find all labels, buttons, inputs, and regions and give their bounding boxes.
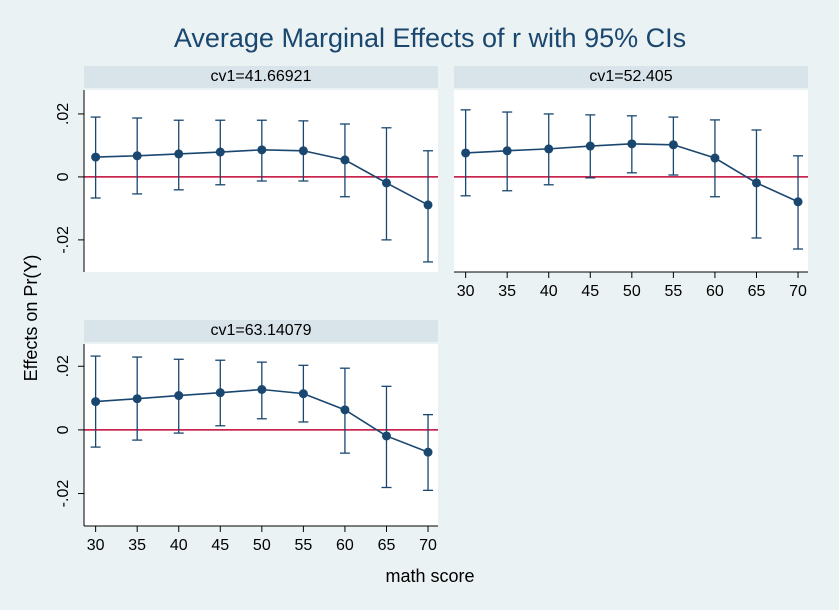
x-tick-label: 35 xyxy=(498,283,516,300)
point xyxy=(257,385,267,394)
point xyxy=(710,153,720,163)
plot-area xyxy=(454,90,808,272)
y-tick-label: 0 xyxy=(55,172,72,181)
x-tick-label: 60 xyxy=(706,283,724,300)
x-tick-label: 70 xyxy=(419,537,437,554)
panel-title: cv1=63.14079 xyxy=(211,322,312,339)
point xyxy=(502,146,512,156)
x-tick-label: 65 xyxy=(748,283,766,300)
x-tick-label: 45 xyxy=(211,537,229,554)
x-tick-label: 40 xyxy=(170,537,188,554)
x-axis-label: math score xyxy=(385,566,474,586)
panel-header xyxy=(454,66,808,88)
point xyxy=(381,431,391,441)
x-tick-label: 55 xyxy=(664,283,682,300)
point xyxy=(298,389,308,399)
point xyxy=(627,139,637,149)
x-tick-label: 70 xyxy=(789,283,807,300)
point xyxy=(298,146,308,156)
point xyxy=(381,178,391,188)
x-tick-label: 65 xyxy=(378,537,396,554)
x-tick-label: 60 xyxy=(336,537,354,554)
panel-title: cv1=41.66921 xyxy=(211,68,312,85)
point xyxy=(215,388,225,398)
point xyxy=(174,391,184,401)
chart-title: Average Marginal Effects of r with 95% C… xyxy=(174,23,686,53)
point xyxy=(423,447,433,457)
plot-area xyxy=(84,344,438,526)
point xyxy=(132,394,142,404)
x-tick-label: 55 xyxy=(294,537,312,554)
point xyxy=(668,140,678,150)
point xyxy=(91,397,101,407)
x-tick-label: 30 xyxy=(87,537,105,554)
x-tick-label: 35 xyxy=(128,537,146,554)
point xyxy=(461,148,471,158)
point xyxy=(132,151,142,161)
x-tick-label: 50 xyxy=(623,283,641,300)
x-tick-label: 40 xyxy=(540,283,558,300)
y-axis-label: Effects on Pr(Y) xyxy=(21,255,41,382)
point xyxy=(751,178,761,188)
point xyxy=(793,197,803,207)
y-tick-label: .02 xyxy=(55,103,72,125)
point xyxy=(257,145,267,155)
y-tick-label: -.02 xyxy=(55,226,72,254)
y-tick-label: 0 xyxy=(55,425,72,434)
panel-header xyxy=(84,66,438,88)
point xyxy=(215,147,225,157)
panel-title: cv1=52.405 xyxy=(589,68,672,85)
x-tick-label: 30 xyxy=(457,283,475,300)
y-tick-label: .02 xyxy=(55,355,72,377)
point xyxy=(340,405,350,415)
point xyxy=(423,200,433,210)
x-tick-label: 50 xyxy=(253,537,271,554)
point xyxy=(585,141,595,151)
x-tick-label: 45 xyxy=(581,283,599,300)
point xyxy=(91,152,101,162)
point xyxy=(544,144,554,154)
point xyxy=(340,155,350,165)
panel-header xyxy=(84,320,438,342)
point xyxy=(174,149,184,159)
y-tick-label: -.02 xyxy=(55,480,72,508)
